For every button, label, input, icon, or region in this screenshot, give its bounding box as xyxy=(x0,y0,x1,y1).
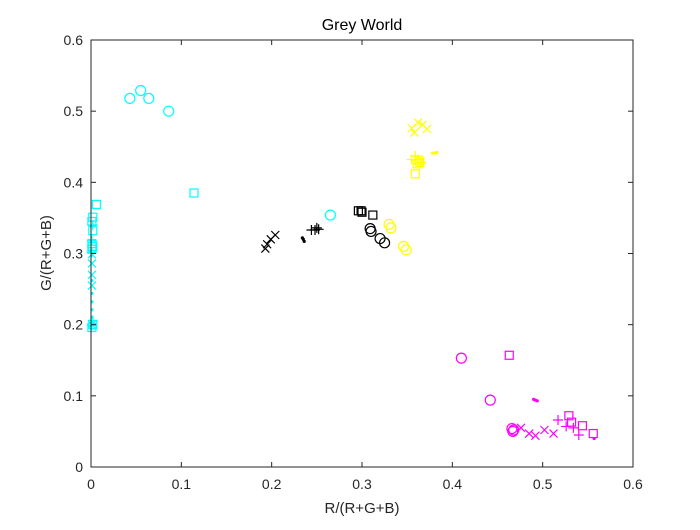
yellow-square-point xyxy=(410,169,420,179)
black-x-point xyxy=(270,230,280,240)
cyan-x-point xyxy=(87,270,97,280)
magenta-x-point xyxy=(516,423,526,433)
x-tick-label: 0.6 xyxy=(623,476,643,492)
y-tick-label: 0.3 xyxy=(64,246,84,262)
yellow-circle-point xyxy=(397,240,410,252)
plot-area xyxy=(91,40,633,467)
series-yellow-dot xyxy=(430,150,439,155)
magenta-x-point xyxy=(524,429,534,438)
magenta-square-point xyxy=(564,411,574,421)
cyan-plus-point xyxy=(86,235,97,246)
x-tick-label: 0.2 xyxy=(262,476,282,492)
black-x-point xyxy=(262,239,272,249)
chart-title: Grey World xyxy=(322,17,403,34)
black-square-point xyxy=(357,207,367,217)
magenta-dot-point xyxy=(592,436,596,441)
cyan-plus-point xyxy=(86,247,97,258)
y-tick-label: 0 xyxy=(75,459,83,475)
series-magenta-x xyxy=(516,423,558,441)
black-square-point xyxy=(368,210,378,220)
magenta-circle-point xyxy=(484,394,496,406)
magenta-plus-point xyxy=(568,422,579,433)
black-plus-point xyxy=(311,222,322,233)
magenta-x-point xyxy=(540,425,549,435)
series-black-plus xyxy=(306,222,324,236)
cyan-square-point xyxy=(88,241,98,251)
y-tick-label: 0.2 xyxy=(64,317,84,333)
data-marks xyxy=(86,84,598,441)
y-tick-label: 0.6 xyxy=(64,32,84,48)
cyan-circle-point xyxy=(324,209,336,221)
magenta-x-point xyxy=(549,429,558,438)
yellow-x-point xyxy=(409,128,419,137)
x-tick-label: 0.1 xyxy=(172,476,192,492)
magenta-square-point xyxy=(577,421,588,431)
black-circle-point xyxy=(365,225,377,238)
cyan-circle-point xyxy=(163,105,175,117)
yellow-dot-point xyxy=(435,150,439,155)
yellow-x-point xyxy=(413,118,423,127)
magenta-dot-point xyxy=(535,399,539,403)
magenta-x-point xyxy=(531,431,540,441)
black-circle-point xyxy=(378,237,391,249)
black-dot-point xyxy=(302,239,306,244)
axes: 0 0.1 0.2 0.3 0.4 0.5 0.6 0 0.1 0.2 0.3 0.4 0.5 0.6 xyxy=(64,32,643,492)
yellow-plus-point xyxy=(415,157,426,168)
black-plus-point xyxy=(313,224,324,235)
cyan-circle-point xyxy=(124,92,136,104)
series-black-circle xyxy=(364,222,391,249)
series-magenta-dot xyxy=(532,397,596,441)
series-cyan-circle xyxy=(124,84,336,221)
x-tick-label: 0.5 xyxy=(533,476,553,492)
series-yellow-circle xyxy=(383,218,412,256)
y-tick-label: 0.1 xyxy=(64,388,84,404)
x-axis-label: R/(R+G+B) xyxy=(324,500,399,517)
cyan-square-point xyxy=(189,188,199,198)
yellow-circle-point xyxy=(385,222,397,234)
cyan-plus-point xyxy=(87,220,98,231)
cyan-x-point xyxy=(87,259,97,268)
black-square-point xyxy=(356,206,366,216)
cyan-circle-point xyxy=(135,84,147,97)
series-yellow-x xyxy=(407,118,432,137)
yellow-dot-point xyxy=(430,151,435,155)
x-tick-label: 0.4 xyxy=(443,476,463,492)
series-magenta-plus xyxy=(553,415,584,440)
cyan-square-point xyxy=(91,199,102,209)
y-tick-label: 0.5 xyxy=(64,103,84,119)
cyan-plus-point xyxy=(86,320,97,331)
y-axis-label: G/(R+G+B) xyxy=(38,215,55,291)
x-tick-label: 0 xyxy=(87,476,95,492)
y-tick-label: 0.4 xyxy=(64,174,84,190)
series-black-square xyxy=(353,206,378,220)
magenta-circle-point xyxy=(455,352,467,364)
cyan-x-point xyxy=(87,281,97,290)
series-yellow-plus xyxy=(406,151,426,168)
yellow-circle-point xyxy=(400,244,412,256)
magenta-square-point xyxy=(504,350,514,360)
yellow-x-point xyxy=(422,124,432,134)
magenta-plus-point xyxy=(561,421,572,432)
series-black-x xyxy=(260,230,280,253)
magenta-plus-point xyxy=(553,415,564,426)
x-tick-label: 0.3 xyxy=(352,476,372,492)
cyan-circle-point xyxy=(143,92,155,104)
series-cyan-plus xyxy=(86,220,98,331)
magenta-plus-point xyxy=(573,429,584,440)
series-black-dot xyxy=(300,236,306,244)
magenta-square-point xyxy=(566,417,577,427)
